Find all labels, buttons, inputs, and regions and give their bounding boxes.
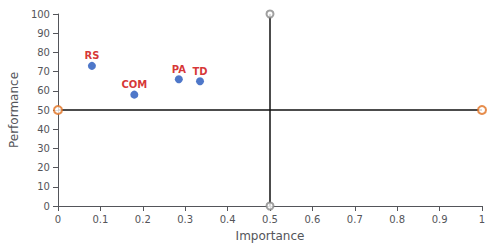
svg-text:PA: PA (172, 64, 186, 75)
svg-text:COM: COM (121, 79, 147, 90)
svg-text:0: 0 (55, 214, 61, 225)
svg-text:0.5: 0.5 (262, 214, 278, 225)
svg-text:0.2: 0.2 (135, 214, 151, 225)
svg-text:0.8: 0.8 (389, 214, 405, 225)
svg-text:20: 20 (37, 162, 50, 173)
svg-text:0.7: 0.7 (347, 214, 363, 225)
svg-text:0.4: 0.4 (220, 214, 236, 225)
svg-text:1: 1 (479, 214, 485, 225)
svg-text:0.1: 0.1 (92, 214, 108, 225)
svg-text:Importance: Importance (236, 229, 305, 243)
svg-text:70: 70 (37, 66, 50, 77)
svg-text:50: 50 (37, 105, 50, 116)
svg-text:80: 80 (37, 47, 50, 58)
svg-text:0.3: 0.3 (177, 214, 193, 225)
svg-text:60: 60 (37, 85, 50, 96)
svg-text:0.9: 0.9 (432, 214, 448, 225)
svg-text:10: 10 (37, 181, 50, 192)
svg-text:Performance: Performance (7, 72, 21, 148)
svg-text:0.6: 0.6 (304, 214, 320, 225)
svg-text:100: 100 (31, 9, 50, 20)
svg-text:90: 90 (37, 28, 50, 39)
svg-text:TD: TD (192, 66, 207, 77)
svg-text:30: 30 (37, 143, 50, 154)
svg-text:40: 40 (37, 124, 50, 135)
svg-text:0: 0 (44, 201, 50, 212)
svg-text:RS: RS (84, 50, 99, 61)
